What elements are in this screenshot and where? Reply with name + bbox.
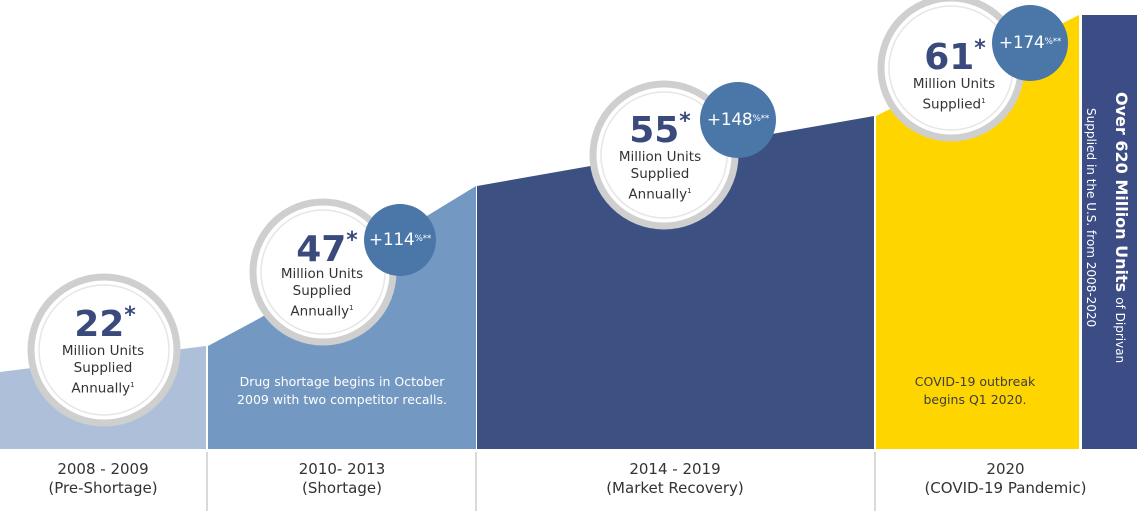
units-label-2014: Million Units Supplied Annually1 xyxy=(618,149,702,203)
note-covid: COVID-19 outbreak begins Q1 2020. xyxy=(914,374,1036,407)
total-units-label: Over 620 Million Units of Diprivan xyxy=(1112,92,1131,364)
total-units-subline: Supplied in the U.S. from 2008-2020 xyxy=(1084,108,1098,328)
growth-badge-2010: +114 %** xyxy=(364,204,436,276)
growth-badge-2014: +148 %** xyxy=(700,82,776,158)
units-value-2020: 61* xyxy=(924,36,986,78)
units-value-2008: 22* xyxy=(74,303,136,345)
period-label-2010: 2010- 2013 (Shortage) xyxy=(298,460,386,497)
units-label-2020: Million Units Supplied1 xyxy=(912,76,996,113)
growth-badge-2020: +174 %** xyxy=(992,5,1068,81)
area-market-recovery xyxy=(477,116,874,449)
units-label-2008: Million Units Supplied Annually1 xyxy=(61,343,145,397)
total-units-bar xyxy=(1082,15,1137,449)
note-shortage: Drug shortage begins in October 2009 wit… xyxy=(237,374,447,407)
units-label-2010: Million Units Supplied Annually1 xyxy=(280,266,364,320)
ring-2008-inner xyxy=(38,284,170,416)
units-value-2010: 47* xyxy=(296,228,358,270)
period-label-2014: 2014 - 2019 (Market Recovery) xyxy=(606,460,744,497)
period-label-2008: 2008 - 2009 (Pre-Shortage) xyxy=(48,460,158,497)
ring-2008 xyxy=(27,273,181,427)
period-label-2020: 2020 (COVID-19 Pandemic) xyxy=(924,460,1087,497)
units-value-2014: 55* xyxy=(629,109,691,151)
